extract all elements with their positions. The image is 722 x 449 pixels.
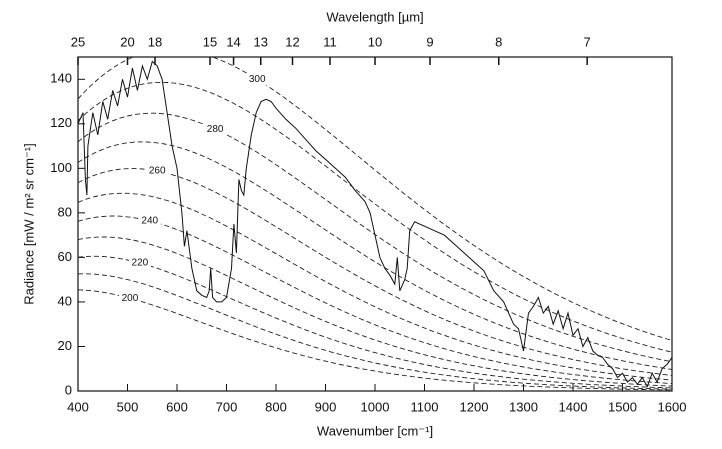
curve-label-bg bbox=[128, 257, 151, 270]
y-tick-label: 20 bbox=[58, 338, 72, 353]
planck-curve bbox=[78, 57, 672, 341]
curve-label: 220 bbox=[132, 258, 149, 269]
planck-curve bbox=[78, 273, 672, 390]
curve-label: 260 bbox=[149, 166, 166, 177]
curve-label-bg bbox=[246, 73, 269, 86]
x-tick-label: 900 bbox=[315, 399, 337, 414]
x-tick-label: 400 bbox=[67, 399, 89, 414]
x2-tick-label: 15 bbox=[203, 34, 217, 49]
curve-label: 200 bbox=[122, 293, 139, 304]
curve-label-bg bbox=[138, 214, 161, 227]
x-tick-label: 1000 bbox=[361, 399, 390, 414]
plot-area bbox=[78, 57, 672, 391]
x-tick-label: 1600 bbox=[658, 399, 687, 414]
x2-tick-label: 9 bbox=[426, 34, 433, 49]
y-tick-label: 100 bbox=[50, 160, 72, 175]
x-tick-label: 1500 bbox=[608, 399, 637, 414]
plot-frame bbox=[77, 56, 673, 392]
curve-label-bg bbox=[118, 292, 141, 305]
curve-label: 280 bbox=[207, 124, 224, 135]
x2-tick-label: 14 bbox=[226, 34, 240, 49]
planck-curve bbox=[78, 81, 672, 353]
x2-tick-label: 11 bbox=[323, 34, 337, 49]
y-tick-label: 80 bbox=[58, 204, 72, 219]
y-tick-label: 40 bbox=[58, 293, 72, 308]
planck-curve bbox=[78, 215, 672, 385]
y-tick-label: 60 bbox=[58, 249, 72, 264]
curve-label: 300 bbox=[249, 74, 266, 85]
x2-tick-label: 18 bbox=[148, 34, 162, 49]
x-tick-label: 800 bbox=[265, 399, 287, 414]
planck-curve bbox=[78, 192, 672, 381]
x-tick-label: 1400 bbox=[559, 399, 588, 414]
x-axis-label: Wavenumber [cm⁻¹] bbox=[317, 423, 433, 438]
x-tick-label: 600 bbox=[166, 399, 188, 414]
y-tick-label: 0 bbox=[65, 382, 72, 397]
curve-label-bg bbox=[204, 123, 227, 136]
x-tick-label: 1100 bbox=[411, 399, 439, 414]
x-tick-label: 1300 bbox=[509, 399, 538, 414]
x-tick-label: 500 bbox=[117, 399, 139, 414]
y-axis-label: Radiance [mW / m² sr cm⁻¹] bbox=[21, 143, 36, 304]
x2-tick-label: 25 bbox=[71, 34, 85, 49]
x2-tick-label: 20 bbox=[120, 34, 134, 49]
x2-axis-label: Wavelength [µm] bbox=[326, 9, 423, 24]
planck-curve bbox=[78, 255, 672, 389]
y-tick-label: 140 bbox=[50, 71, 72, 86]
x-tick-label: 700 bbox=[216, 399, 238, 414]
x2-tick-label: 13 bbox=[254, 34, 268, 49]
spectrum-line bbox=[78, 60, 672, 388]
y-tick-label: 120 bbox=[50, 115, 72, 130]
curve-label: 240 bbox=[141, 216, 158, 227]
x2-tick-label: 8 bbox=[495, 34, 502, 49]
x2-tick-label: 12 bbox=[285, 34, 299, 49]
x2-tick-label: 7 bbox=[584, 34, 591, 49]
x2-tick-label: 10 bbox=[368, 34, 382, 49]
x-tick-label: 1200 bbox=[460, 399, 489, 414]
planck-curve bbox=[78, 168, 672, 376]
planck-curve bbox=[78, 289, 672, 391]
curve-label-bg bbox=[146, 165, 169, 178]
planck-curve bbox=[78, 236, 672, 387]
